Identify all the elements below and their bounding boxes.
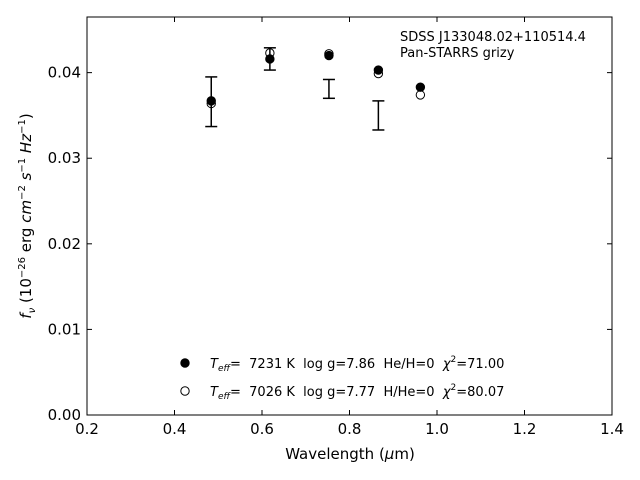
legend-marker-open [180,386,190,396]
model-point-filled [373,65,384,75]
plot-frame [86,16,613,416]
x-tick-label: 1.4 [600,420,624,438]
axis-ticks: 0.2 0.4 0.6 0.8 1.0 1.2 1.4 0.00 0.01 0.02 0.03 0.0… [48,17,624,438]
y-tick-label: 0.00 [48,406,81,424]
model-points [206,48,426,109]
y-tick-label: 0.04 [48,64,81,82]
model-point-filled [206,96,216,106]
legend-entry-1: Teff= 7231 K log g=7.86 He/H=0 χ2=71.00 [210,355,504,374]
annotation-object-name: SDSS J133048.02+110514.4 [400,30,586,45]
observed-photometry-errorbars [205,47,385,131]
y-tick-label: 0.02 [48,235,81,253]
y-tick-label: 0.03 [48,149,81,167]
observed-errorbar [322,78,335,100]
annotation-survey: Pan-STARRS grizy [400,46,515,61]
x-tick-label: 1.0 [425,420,449,438]
model-point-open [265,48,275,58]
model-point-open [324,49,334,59]
legend-marker-filled [180,358,190,368]
y-axis-label: fν (10−26 erg cm−2 s−1 Hz−1) [17,113,38,318]
x-tick-label: 0.6 [250,420,274,438]
model-point-open [206,98,216,109]
model-point-filled [415,82,426,92]
x-tick-label: 0.4 [163,420,187,438]
observed-errorbar [372,100,385,131]
legend: Teff= 7231 K log g=7.86 He/H=0 χ2=71.00 … [180,355,504,402]
x-tick-label: 1.2 [513,420,537,438]
y-tick-label: 0.01 [48,320,81,338]
model-point-open [373,68,384,79]
x-tick-label: 0.8 [338,420,362,438]
x-axis-label: Wavelength (μm) [285,445,415,463]
x-tick-label: 0.2 [75,420,99,438]
legend-entry-2: Teff= 7026 K log g=7.77 H/He=0 χ2=80.07 [210,383,504,402]
model-point-open [415,90,426,100]
